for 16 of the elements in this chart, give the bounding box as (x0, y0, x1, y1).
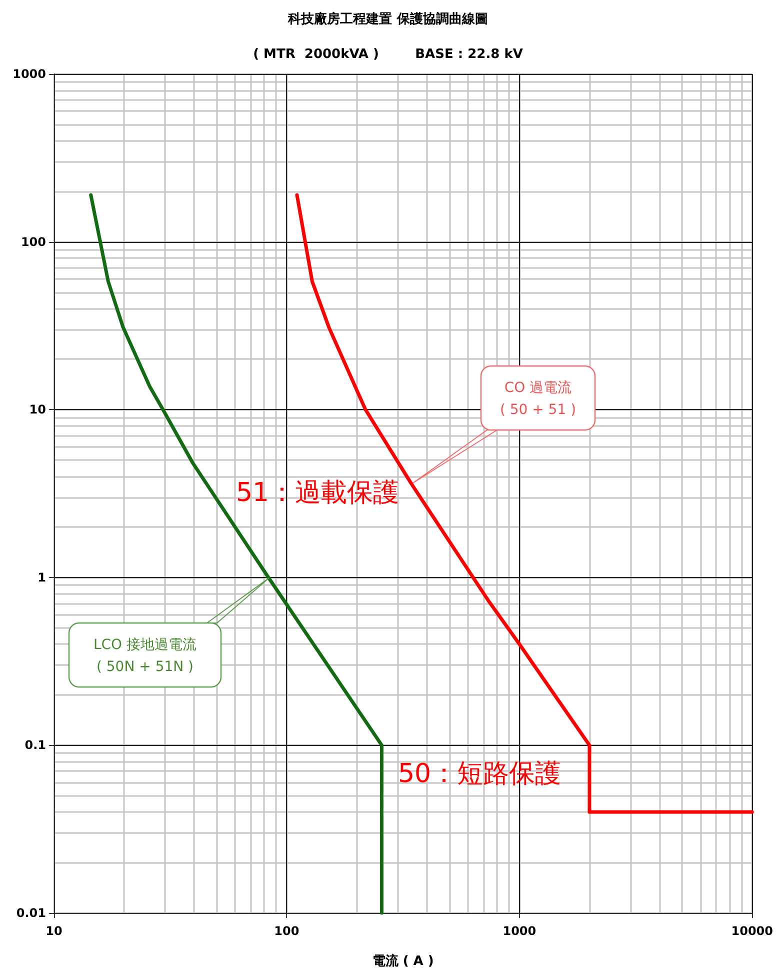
x-tick-label: 10 (46, 924, 62, 938)
y-tick-label: 10 (29, 402, 46, 417)
y-tick-label: 1000 (12, 67, 46, 81)
x-tick-label: 10000 (731, 924, 773, 938)
y-tick-label: 0.01 (16, 906, 46, 920)
y-tick-label: 1 (38, 570, 46, 584)
annotation: CO 過電流 ( 50 + 51 ) (500, 380, 576, 418)
annotation: 51：過載保護 (236, 478, 400, 508)
chart-title: 科技廠房工程建置 保護協調曲線圖 (287, 11, 488, 27)
x-axis-title: 電流 ( A ) (372, 953, 434, 969)
x-tick-label: 100 (274, 924, 300, 938)
chart-subtitle: ( MTR 2000kVA ) BASE : 22.8 kV (253, 47, 523, 62)
y-tick-label: 0.1 (24, 738, 46, 752)
y-tick-label: 100 (20, 234, 46, 249)
annotation: LCO 接地過電流 ( 50N + 51N ) (93, 637, 197, 675)
x-tick-label: 1000 (502, 924, 536, 938)
